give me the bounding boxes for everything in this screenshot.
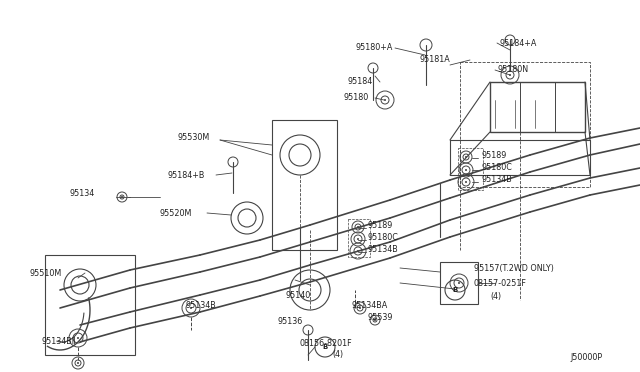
Text: 95134B: 95134B <box>482 174 513 183</box>
Text: 95180+A: 95180+A <box>355 44 392 52</box>
Bar <box>45 255 135 355</box>
Circle shape <box>374 319 376 321</box>
Text: 95530M: 95530M <box>178 134 211 142</box>
Bar <box>458 148 483 190</box>
Text: 95184: 95184 <box>348 77 373 87</box>
Text: 95510M: 95510M <box>30 269 62 278</box>
Text: 95134: 95134 <box>70 189 95 198</box>
Text: 95184+B: 95184+B <box>168 170 205 180</box>
Text: 95181A: 95181A <box>420 55 451 64</box>
Text: 95180C: 95180C <box>482 163 513 171</box>
Circle shape <box>77 337 79 339</box>
Text: B: B <box>452 287 458 293</box>
Circle shape <box>190 307 192 309</box>
Text: 08156-8201F: 08156-8201F <box>300 339 352 347</box>
Text: 95136: 95136 <box>278 317 303 327</box>
Circle shape <box>77 362 79 364</box>
Bar <box>272 120 337 250</box>
Text: 95157(T.2WD ONLY): 95157(T.2WD ONLY) <box>474 263 554 273</box>
Text: 95180C: 95180C <box>368 232 399 241</box>
Bar <box>460 62 590 187</box>
Circle shape <box>509 74 511 76</box>
Text: 95180: 95180 <box>344 93 369 103</box>
Circle shape <box>121 196 123 198</box>
Text: 95134B: 95134B <box>368 244 399 253</box>
Text: (4): (4) <box>490 292 501 301</box>
Text: 95134B: 95134B <box>185 301 216 310</box>
Circle shape <box>359 307 361 309</box>
Bar <box>440 262 478 304</box>
Circle shape <box>357 226 359 228</box>
Text: 95539: 95539 <box>368 314 394 323</box>
Circle shape <box>465 156 467 158</box>
Circle shape <box>465 169 467 171</box>
Bar <box>490 82 585 132</box>
Circle shape <box>465 181 467 183</box>
Circle shape <box>357 250 359 252</box>
Text: 95134BⅡ: 95134BⅡ <box>42 337 77 346</box>
Bar <box>348 219 370 257</box>
Text: (4): (4) <box>332 350 344 359</box>
Text: 08157-0251F: 08157-0251F <box>474 279 527 288</box>
Text: J50000P: J50000P <box>570 353 602 362</box>
Text: 95140: 95140 <box>285 291 310 299</box>
Text: 95180N: 95180N <box>498 65 529 74</box>
Circle shape <box>357 238 359 240</box>
Text: 95189: 95189 <box>368 221 394 230</box>
Text: 95134BA: 95134BA <box>352 301 388 310</box>
Circle shape <box>458 282 460 284</box>
Text: 95184+A: 95184+A <box>500 38 538 48</box>
Text: 95520M: 95520M <box>160 208 193 218</box>
Text: 95189: 95189 <box>482 151 508 160</box>
Text: B: B <box>323 344 328 350</box>
Circle shape <box>384 99 386 101</box>
